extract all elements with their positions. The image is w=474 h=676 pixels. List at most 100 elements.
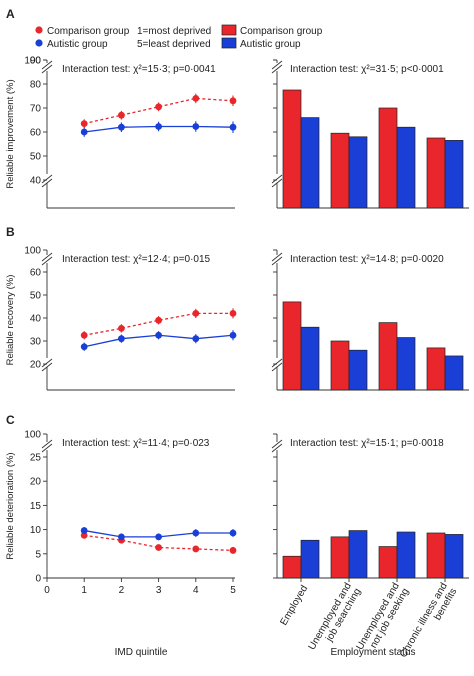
left-x-tick-label: 4 xyxy=(193,585,199,596)
left-x-tick-label: 2 xyxy=(119,585,125,596)
left-y-tick-label: 50 xyxy=(30,152,42,163)
comparison-point xyxy=(80,120,88,127)
right-axis-break-mark xyxy=(271,64,283,74)
autistic-point xyxy=(192,123,200,130)
comparison-point xyxy=(80,532,88,539)
comparison-point xyxy=(155,316,163,324)
autistic-point xyxy=(80,128,88,136)
left-axis-break-mark xyxy=(41,252,53,262)
left-y-tick-label: 70 xyxy=(30,104,42,115)
left-x-tick-label: 3 xyxy=(156,585,162,596)
autistic-bar xyxy=(300,117,320,209)
autistic-bar xyxy=(300,539,320,579)
comparison-point xyxy=(155,544,163,551)
autistic-point xyxy=(80,527,88,534)
right-axis-break-mark xyxy=(271,174,283,184)
left-x-tick-label: 5 xyxy=(230,585,236,596)
left-axis-break-mark xyxy=(41,60,53,70)
right-x-tick-label-line: Employed xyxy=(278,584,310,628)
autistic-point xyxy=(229,331,237,339)
interaction-test-left: Interaction test: χ²=15·3; p=0·0041 xyxy=(62,64,216,75)
autistic-bar xyxy=(444,534,464,579)
autistic-point xyxy=(155,331,163,339)
panel-letter-c: C xyxy=(6,413,15,427)
right-axis-break-mark xyxy=(271,60,283,70)
x-axis-label-employment: Employment status xyxy=(330,647,415,658)
x-axis-label-imd: IMD quintile xyxy=(115,647,168,658)
left-x-tick-label: 0 xyxy=(44,585,50,596)
left-y-tick-label: 25 xyxy=(30,453,42,464)
left-axis-break-mark xyxy=(41,439,53,449)
panel-letter-a: A xyxy=(6,7,15,21)
comparison-bar xyxy=(282,89,302,209)
left-y-tick-label: 20 xyxy=(30,477,42,488)
interaction-test-right: Interaction test: χ²=31·5; p<0·0001 xyxy=(290,64,444,75)
imd-note-most-deprived: 1=most deprived xyxy=(137,26,211,37)
right-axis-break-mark xyxy=(271,256,283,266)
left-y-tick-label: 100 xyxy=(24,430,41,441)
left-y-tick-label: 50 xyxy=(30,291,42,302)
autistic-point xyxy=(118,533,125,541)
autistic-point xyxy=(118,335,125,343)
legend: Comparison group Autistic group 1=most d… xyxy=(35,24,323,50)
right-axis-break-mark xyxy=(271,439,283,449)
autistic-point xyxy=(229,529,237,537)
autistic-point xyxy=(155,533,163,541)
autistic-bar xyxy=(396,337,416,391)
autistic-bar xyxy=(348,530,368,579)
autistic-bar xyxy=(444,140,464,209)
comparison-bar xyxy=(282,301,302,391)
comparison-bar xyxy=(330,132,350,209)
left-y-tick-label: 40 xyxy=(30,176,42,187)
left-axis-break-mark xyxy=(41,174,53,184)
autistic-bar xyxy=(396,126,416,209)
left-y-tick-label: 60 xyxy=(30,128,42,139)
right-x-tick-label: Employed xyxy=(278,584,310,628)
interaction-test-left: Interaction test: χ²=12·4; p=0·015 xyxy=(62,254,211,265)
comparison-point xyxy=(80,331,88,339)
left-y-tick-label: 15 xyxy=(30,501,42,512)
autistic-point xyxy=(229,123,237,131)
left-y-tick-label: 90 xyxy=(30,56,42,67)
comparison-point xyxy=(118,111,125,119)
right-axis-break-mark xyxy=(271,443,283,453)
legend-autistic-marker xyxy=(35,39,43,47)
comparison-line xyxy=(84,97,234,125)
left-y-tick-label: 5 xyxy=(35,549,41,560)
interaction-test-left: Interaction test: χ²=11·4; p=0·023 xyxy=(62,438,210,449)
left-y-tick-label: 80 xyxy=(30,80,42,91)
right-axis-break-mark xyxy=(271,358,283,368)
legend-autistic-label: Autistic group xyxy=(47,39,108,50)
interaction-test-right: Interaction test: χ²=14·8; p=0·0020 xyxy=(290,254,444,265)
autistic-bar xyxy=(300,326,320,391)
left-y-tick-label: 100 xyxy=(24,56,41,67)
panel-letter-b: B xyxy=(6,225,15,239)
imd-note-least-deprived: 5=least deprived xyxy=(137,39,211,50)
autistic-point xyxy=(80,343,88,351)
left-axis-break-mark xyxy=(41,256,53,266)
legend-autistic-swatch xyxy=(221,37,237,49)
autistic-point xyxy=(192,335,200,343)
autistic-bar xyxy=(396,531,416,579)
comparison-bar xyxy=(282,555,302,579)
right-axis-break-mark xyxy=(271,252,283,262)
left-axis-break-mark xyxy=(41,443,53,453)
left-y-tick-label: 30 xyxy=(30,337,42,348)
autistic-point xyxy=(118,123,125,131)
y-axis-label: Reliable improvement (%) xyxy=(5,79,16,188)
comparison-bar xyxy=(426,137,446,209)
legend-comparison-swatch xyxy=(221,24,237,36)
left-axis-break-mark xyxy=(41,64,53,74)
comparison-point xyxy=(192,95,200,102)
left-axis-break-mark xyxy=(41,358,53,368)
comparison-point xyxy=(192,545,200,553)
y-axis-label: Reliable deterioration (%) xyxy=(5,452,16,559)
autistic-point xyxy=(192,529,200,537)
comparison-point xyxy=(155,103,163,111)
left-axis-break-mark xyxy=(41,362,53,372)
legend-comparison-label: Comparison group xyxy=(47,26,130,37)
comparison-point xyxy=(118,324,125,332)
comparison-bar xyxy=(378,107,398,209)
